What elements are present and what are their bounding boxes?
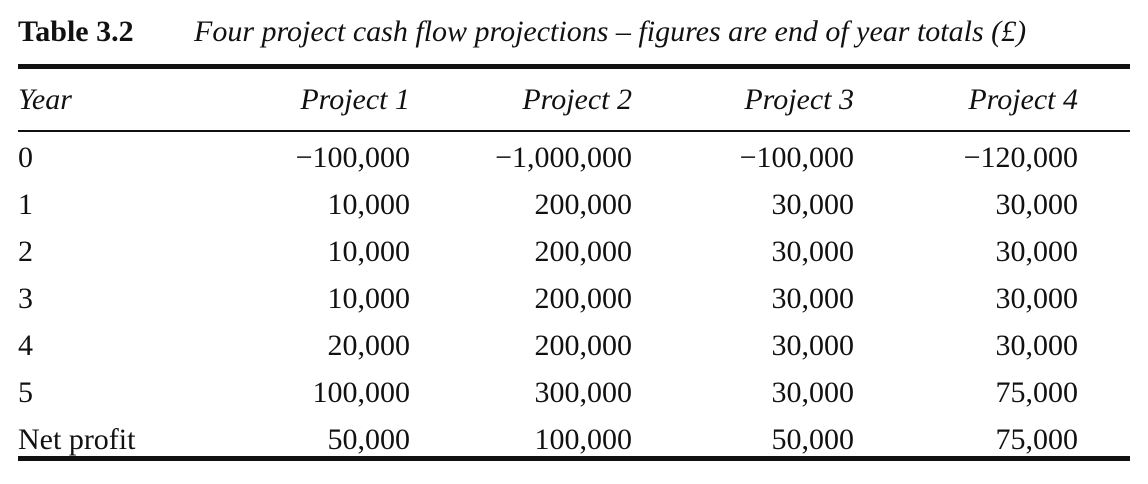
cell-project-1: 20,000	[327, 329, 411, 362]
header-project-1: Project 1	[300, 83, 410, 116]
table-top-rule	[18, 64, 1130, 69]
cell-project-2: 100,000	[534, 423, 633, 456]
cell-project-3: 30,000	[771, 282, 855, 315]
header-year: Year	[18, 83, 72, 116]
cell-project-1: 10,000	[327, 235, 411, 268]
cell-project-3: 30,000	[771, 188, 855, 221]
header-project-3: Project 3	[744, 83, 854, 116]
table-number: Table 3.2	[18, 15, 134, 48]
table-body: 0 −100,000 −1,000,000 −100,000 −120,000 …	[18, 134, 1130, 463]
table-row-year-5: 5 100,000 300,000 30,000 75,000	[18, 369, 1130, 416]
table-header-row: Year Project 1 Project 2 Project 3 Proje…	[18, 76, 1130, 124]
cell-project-4: 75,000	[995, 376, 1079, 409]
table-header-rule	[18, 130, 1130, 132]
header-project-4: Project 4	[968, 83, 1078, 116]
table-row-year-3: 3 10,000 200,000 30,000 30,000	[18, 275, 1130, 322]
cell-project-4: 30,000	[995, 329, 1079, 362]
cell-year: 0	[18, 141, 33, 174]
cell-project-3: 50,000	[771, 423, 855, 456]
cell-year: 3	[18, 282, 33, 315]
cell-project-2: 200,000	[534, 282, 633, 315]
table-row-year-2: 2 10,000 200,000 30,000 30,000	[18, 228, 1130, 275]
cell-project-2: 200,000	[534, 329, 633, 362]
cell-project-3: 30,000	[771, 376, 855, 409]
table-row-year-1: 1 10,000 200,000 30,000 30,000	[18, 181, 1130, 228]
cell-project-3: 30,000	[771, 329, 855, 362]
table-caption: Table 3.2 Four project cash flow projecti…	[18, 12, 1138, 52]
cell-project-2: 200,000	[534, 235, 633, 268]
cell-project-2: 200,000	[534, 188, 633, 221]
cell-year: 2	[18, 235, 33, 268]
cell-project-2: 300,000	[534, 376, 633, 409]
cell-project-3: −100,000	[739, 141, 854, 174]
header-project-2: Project 2	[522, 83, 632, 116]
cell-year: 1	[18, 188, 33, 221]
table-row-year-4: 4 20,000 200,000 30,000 30,000	[18, 322, 1130, 369]
cell-project-4: 75,000	[995, 423, 1079, 456]
cell-year: 4	[18, 329, 33, 362]
cell-year: 5	[18, 376, 33, 409]
cell-project-4: −120,000	[963, 141, 1078, 174]
cell-project-2: −1,000,000	[495, 141, 632, 174]
cell-project-1: 50,000	[327, 423, 411, 456]
table-row-year-0: 0 −100,000 −1,000,000 −100,000 −120,000	[18, 134, 1130, 181]
cell-project-4: 30,000	[995, 282, 1079, 315]
cell-project-4: 30,000	[995, 188, 1079, 221]
cell-project-1: 10,000	[327, 282, 411, 315]
cell-project-1: 10,000	[327, 188, 411, 221]
table-bottom-rule	[18, 456, 1130, 461]
table-title: Four project cash flow projections – fig…	[194, 15, 1027, 48]
cell-project-1: 100,000	[312, 376, 411, 409]
cell-project-3: 30,000	[771, 235, 855, 268]
cell-project-1: −100,000	[295, 141, 410, 174]
table-row-net-profit: Net profit 50,000 100,000 50,000 75,000	[18, 416, 1130, 463]
cell-year: Net profit	[18, 423, 136, 456]
cell-project-4: 30,000	[995, 235, 1079, 268]
